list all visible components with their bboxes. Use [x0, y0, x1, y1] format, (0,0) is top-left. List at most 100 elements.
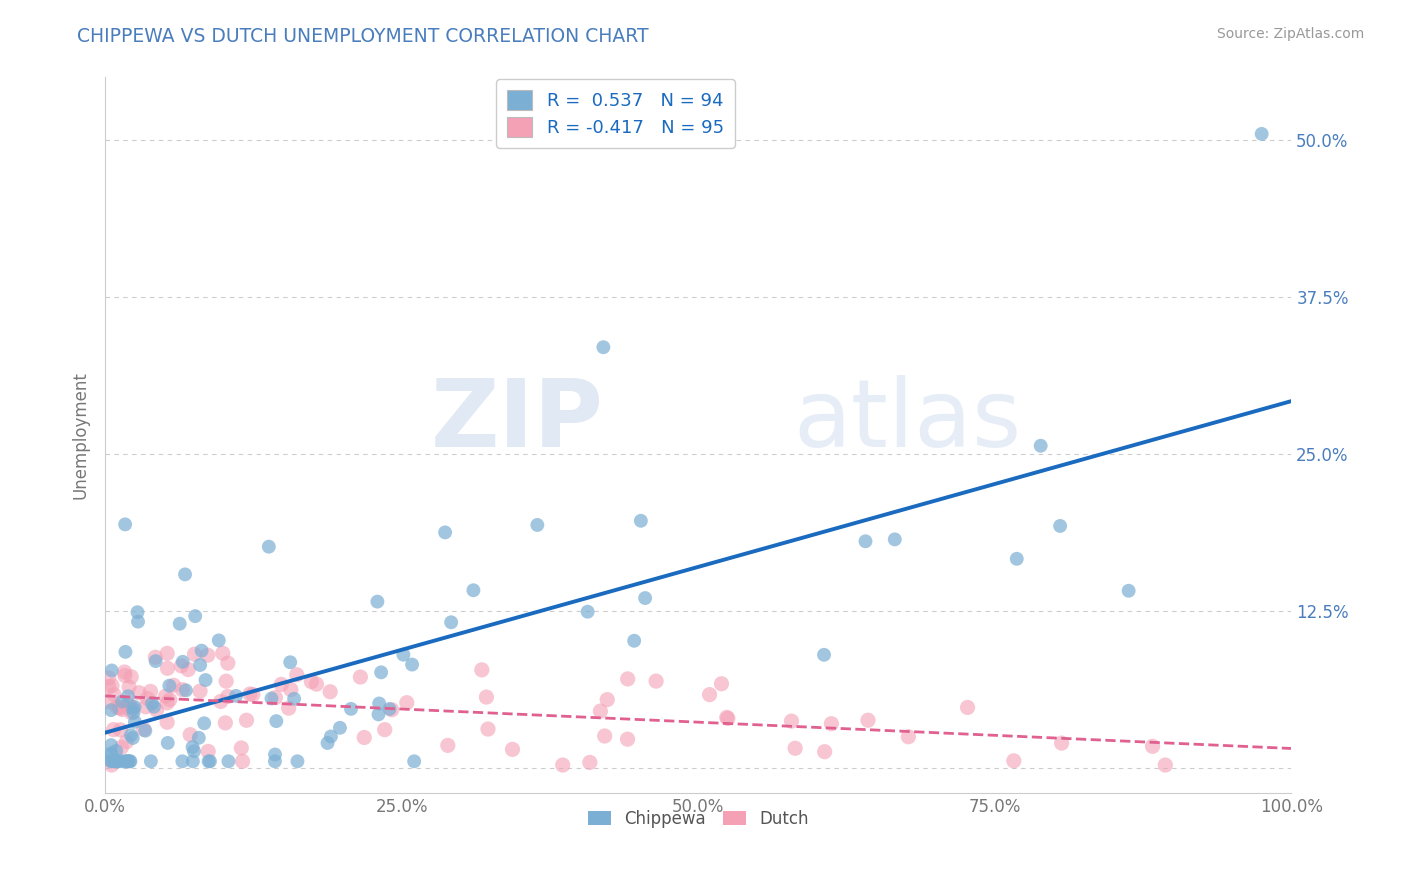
Point: [270, 677, 292, 691]
Point: [287, 754, 309, 768]
Point: [100, 747, 122, 762]
Point: [305, 677, 328, 691]
Point: [440, 615, 463, 630]
Point: [122, 706, 145, 720]
Point: [100, 754, 122, 768]
Point: [157, 679, 180, 693]
Point: [100, 664, 122, 678]
Point: [184, 609, 207, 624]
Point: [101, 679, 124, 693]
Point: [118, 754, 141, 768]
Point: [97, 671, 120, 685]
Point: [97, 680, 120, 694]
Point: [316, 736, 339, 750]
Point: [110, 740, 132, 755]
Point: [143, 699, 166, 714]
Point: [1002, 754, 1025, 768]
Legend: Chippewa, Dutch: Chippewa, Dutch: [581, 803, 815, 834]
Point: [105, 700, 128, 714]
Point: [174, 683, 197, 698]
Point: [105, 754, 128, 768]
Point: [225, 689, 247, 703]
Y-axis label: Unemployment: Unemployment: [72, 371, 89, 499]
Point: [136, 691, 159, 706]
Point: [118, 698, 141, 712]
Point: [589, 704, 612, 718]
Point: [257, 540, 280, 554]
Point: [285, 667, 308, 681]
Point: [194, 673, 217, 687]
Point: [596, 692, 619, 706]
Point: [814, 745, 837, 759]
Point: [156, 696, 179, 710]
Point: [592, 340, 614, 354]
Point: [100, 754, 122, 768]
Point: [576, 605, 599, 619]
Point: [197, 648, 219, 663]
Point: [114, 665, 136, 679]
Point: [278, 655, 301, 669]
Point: [616, 732, 638, 747]
Point: [197, 754, 219, 768]
Point: [897, 730, 920, 744]
Point: [264, 754, 287, 768]
Point: [883, 533, 905, 547]
Point: [623, 633, 645, 648]
Point: [117, 754, 139, 768]
Point: [107, 754, 129, 768]
Point: [172, 682, 194, 697]
Point: [235, 713, 257, 727]
Point: [156, 715, 179, 730]
Point: [1250, 127, 1272, 141]
Point: [156, 736, 179, 750]
Point: [121, 731, 143, 745]
Point: [645, 674, 668, 689]
Point: [111, 702, 134, 716]
Point: [198, 754, 221, 768]
Point: [183, 744, 205, 758]
Point: [299, 674, 322, 689]
Point: [105, 754, 128, 768]
Point: [855, 534, 877, 549]
Point: [217, 656, 239, 670]
Point: [242, 688, 264, 702]
Point: [214, 715, 236, 730]
Point: [174, 567, 197, 582]
Point: [378, 702, 401, 716]
Point: [716, 710, 738, 724]
Point: [118, 680, 141, 694]
Point: [124, 700, 146, 714]
Point: [124, 714, 146, 729]
Point: [128, 686, 150, 700]
Point: [1029, 439, 1052, 453]
Point: [366, 594, 388, 608]
Point: [239, 687, 262, 701]
Point: [117, 690, 139, 704]
Point: [115, 735, 138, 749]
Point: [374, 723, 396, 737]
Point: [163, 678, 186, 692]
Point: [395, 696, 418, 710]
Point: [100, 738, 122, 752]
Point: [401, 657, 423, 672]
Point: [280, 682, 302, 697]
Point: [434, 525, 457, 540]
Point: [266, 714, 288, 728]
Point: [169, 616, 191, 631]
Point: [699, 688, 721, 702]
Point: [117, 754, 139, 768]
Point: [717, 711, 740, 725]
Point: [193, 716, 215, 731]
Text: ZIP: ZIP: [430, 375, 603, 467]
Point: [100, 758, 122, 772]
Point: [1005, 551, 1028, 566]
Point: [170, 659, 193, 673]
Point: [217, 754, 239, 768]
Point: [277, 701, 299, 715]
Point: [475, 690, 498, 704]
Point: [1050, 736, 1073, 750]
Point: [813, 648, 835, 662]
Point: [110, 723, 132, 737]
Point: [471, 663, 494, 677]
Point: [616, 672, 638, 686]
